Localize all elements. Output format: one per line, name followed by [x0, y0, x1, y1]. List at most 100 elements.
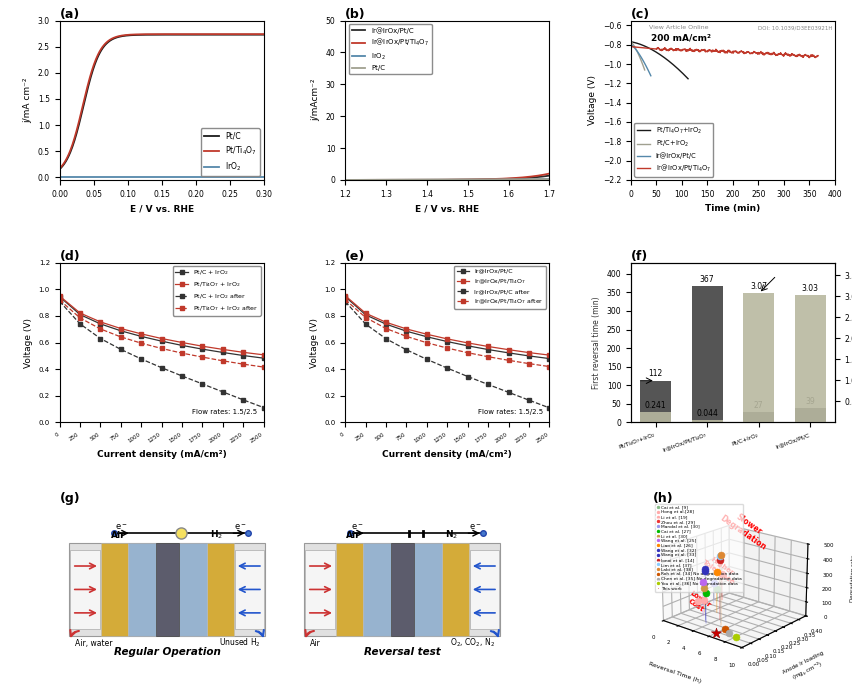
Legend: Ir@IrOx/Pt/C, Ir@IrOx/Pt/Ti$_4$O$_7$, IrO$_2$, Pt/C: Ir@IrOx/Pt/C, Ir@IrOx/Pt/Ti$_4$O$_7$, Ir… [348, 24, 432, 74]
Pt/C+IrO$_2$ [634, 51, 644, 60]
Text: 0.044: 0.044 [696, 409, 718, 419]
Ir@IrOx/Pt/C after [483, 380, 493, 388]
Y-axis label: Voltage (V): Voltage (V) [24, 318, 33, 367]
Pt/Ti$_4$O$_7$+IrO$_2$ [659, 54, 670, 62]
Bar [206, 543, 234, 636]
Ir@IrOx/Pt/Ti$_4$O$_7$ [794, 50, 804, 58]
Legend: Pt/C, Pt/Ti$_4$O$_7$, IrO$_2$: Pt/C, Pt/Ti$_4$O$_7$, IrO$_2$ [200, 128, 260, 176]
Ir@IrOx/Pt/Ti$_4$O$_7$ [748, 49, 758, 57]
Text: View Article Online: View Article Online [649, 25, 709, 30]
Ir@IrOx/Pt/C [422, 333, 432, 341]
Ir@IrOx/Pt/Ti$_4$O$_7$ after [524, 360, 534, 368]
Pt/Ti$_4$O$_7$+IrO$_2$ [659, 54, 670, 62]
Pt/Ti$_4$O$_7$ + IrO$_2$ after [136, 339, 147, 347]
Ir@IrOx/Pt/C after [401, 346, 412, 354]
Ir@IrOx/Pt/C [401, 327, 412, 336]
Text: Air: Air [310, 638, 321, 648]
Pt/Ti$_4$O$_7$+IrO$_2$ [626, 38, 636, 46]
Legend: Pt/C + IrO$_2$, Pt/Ti$_4$O$_7$ + IrO$_2$, Pt/C + IrO$_2$ after, Pt/Ti$_4$O$_7$ +: Pt/C + IrO$_2$, Pt/Ti$_4$O$_7$ + IrO$_2$… [173, 266, 261, 316]
Ir@IrOx/Pt/Ti$_4$O$_7$ after [544, 362, 555, 371]
Ir@IrOx/Pt/Ti$_4$O$_7$ [422, 330, 432, 338]
IrO$_2$ [55, 173, 65, 182]
Ir@IrOx/Pt/Ti$_4$O$_7$ [804, 53, 815, 62]
Line: Ir@IrOx/Pt/Ti$_4$O$_7$: Ir@IrOx/Pt/Ti$_4$O$_7$ [631, 47, 818, 58]
Bar [795, 408, 826, 422]
IrO$_2$ [469, 176, 479, 184]
Text: Air: Air [346, 531, 360, 540]
Pt/Ti$_4$O$_7$ [258, 30, 268, 38]
Bar [156, 543, 179, 636]
Text: (a): (a) [60, 8, 80, 21]
Text: (b): (b) [345, 8, 366, 21]
Text: H$_2$: H$_2$ [210, 529, 223, 541]
Bar [743, 412, 774, 422]
Pt/Ti$_4$O$_7$ [79, 96, 89, 104]
Text: 200 mA/cm²: 200 mA/cm² [651, 34, 711, 42]
Ir@IrOx/Pt/C [463, 342, 473, 350]
Ir@IrOx/Pt/Ti$_4$O$_7$ [483, 342, 493, 351]
Ir@IrOx/Pt/C after [524, 396, 534, 404]
Pt/C [487, 175, 498, 184]
Ir@IrOx/Pt/Ti$_4$O$_7$ [406, 176, 417, 184]
Text: Slower
Degradation: Slower Degradation [718, 505, 774, 551]
Pt/C [79, 99, 89, 107]
Pt/C + IrO$_2$ after [157, 364, 167, 372]
Pt/C + IrO$_2$ after [55, 297, 65, 306]
Ir@IrOx/Pt/Ti$_4$O$_7$ [340, 292, 350, 300]
Ir@IrOx/Pt/C [646, 72, 656, 80]
Ir@IrOx/Pt/C [631, 46, 642, 54]
Text: 3.07: 3.07 [751, 282, 767, 291]
Pt/Ti$_4$O$_7$ [55, 164, 65, 173]
Pt/Ti$_4$O$_7$+IrO$_2$ [661, 55, 671, 63]
Pt/Ti$_4$O$_7$ + IrO$_2$ [95, 318, 106, 326]
Ir@IrOx/Pt/Ti$_4$O$_7$ [813, 51, 823, 60]
Pt/C+IrO$_2$ [626, 38, 636, 46]
Pt/C [406, 175, 417, 184]
Pt/C+IrO$_2$ [639, 64, 649, 72]
Pt/C + IrO$_2$ [55, 292, 65, 301]
IrO$_2$ [121, 173, 131, 182]
Ir@IrOx/Pt/Ti$_4$O$_7$ [469, 175, 479, 184]
Pt/C + IrO$_2$ after [116, 345, 126, 353]
Pt/Ti$_4$O$_7$ [202, 30, 212, 38]
Text: (d): (d) [60, 250, 80, 263]
Bar [101, 543, 128, 636]
Pt/C [488, 175, 498, 184]
Pt/C + IrO$_2$ [258, 354, 268, 362]
Bar [414, 543, 441, 636]
Text: N$_2$: N$_2$ [445, 529, 458, 541]
Pt/C+IrO$_2$ [629, 41, 639, 49]
X-axis label: Reversal Time (h): Reversal Time (h) [648, 662, 702, 684]
Line: Ir@IrOx/Pt/Ti$_4$O$_7$ after: Ir@IrOx/Pt/Ti$_4$O$_7$ after [343, 298, 551, 369]
IrO$_2$ [258, 173, 268, 182]
Text: Air, water: Air, water [75, 638, 112, 648]
Pt/C + IrO$_2$ [75, 310, 85, 319]
Pt/Ti$_4$O$_7$ + IrO$_2$ [55, 292, 65, 300]
Ir@IrOx/Pt/Ti$_4$O$_7$ after [401, 332, 412, 340]
IrO$_2$ [135, 173, 146, 182]
Pt/Ti$_4$O$_7$+IrO$_2$ [683, 75, 694, 83]
Text: (g): (g) [60, 492, 80, 505]
Text: (e): (e) [345, 250, 366, 263]
Ir@IrOx/Pt/C [504, 349, 514, 357]
Pt/C [544, 175, 555, 184]
Pt/C+IrO$_2$ [633, 49, 643, 58]
Pt/C+IrO$_2$ [640, 66, 650, 74]
Pt/C + IrO$_2$ [116, 327, 126, 335]
IrO$_2$ [183, 173, 193, 182]
Ir@IrOx/Pt/Ti$_4$O$_7$ after [483, 353, 493, 361]
Pt/C + IrO$_2$ after [95, 334, 106, 342]
IrO$_2$ [365, 176, 375, 184]
Line: Ir@IrOx/Pt/Ti$_4$O$_7$: Ir@IrOx/Pt/Ti$_4$O$_7$ [343, 294, 551, 357]
Text: Unused H$_2$: Unused H$_2$ [218, 636, 261, 649]
Ir@IrOx/Pt/C after [381, 335, 391, 343]
IrO$_2$ [421, 176, 431, 184]
X-axis label: E / V vs. RHE: E / V vs. RHE [415, 204, 480, 213]
Ir@IrOx/Pt/Ti$_4$O$_7$ [771, 51, 781, 60]
Text: Lower
Cost: Lower Cost [684, 590, 711, 614]
Bar [336, 543, 363, 636]
Pt/Ti$_4$O$_7$ + IrO$_2$ [157, 334, 167, 342]
Pt/C [121, 32, 131, 40]
Ir@IrOx/Pt/C after [360, 320, 371, 328]
Text: Flow rates: 1.5/2.5: Flow rates: 1.5/2.5 [478, 409, 544, 415]
